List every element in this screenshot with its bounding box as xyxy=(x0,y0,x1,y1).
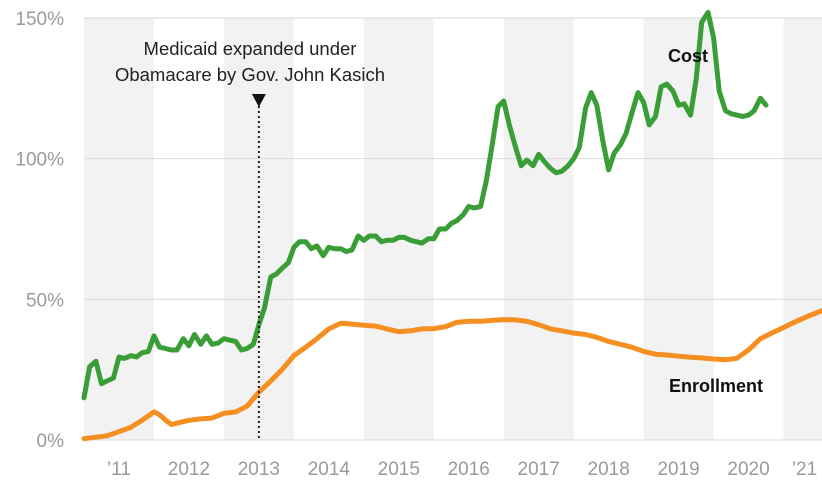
series-labels: Cost Enrollment xyxy=(668,46,763,396)
x-tick-label: 2014 xyxy=(308,459,351,480)
y-tick-label: 100% xyxy=(15,150,64,171)
annotation-arrow-icon xyxy=(251,94,266,107)
x-tick-label: 2016 xyxy=(448,459,490,480)
year-band-3 xyxy=(503,18,574,440)
y-tick-label: 0% xyxy=(37,431,65,452)
annotation-text-line-1: Medicaid expanded under xyxy=(144,38,357,59)
y-tick-label: 150% xyxy=(15,9,64,30)
x-tick-label: ’11 xyxy=(107,459,131,480)
series-line-enrollment xyxy=(81,308,822,442)
year-band-4 xyxy=(643,18,714,440)
x-tick-label: 2020 xyxy=(727,459,769,480)
x-axis-ticks: ’11 2012 2013 2014 2015 2016 2017 2018 2019 2020 ’… xyxy=(107,459,817,480)
x-tick-label: 2017 xyxy=(518,459,560,480)
x-tick-label: ’21 xyxy=(792,459,817,480)
x-tick-label: 2018 xyxy=(588,459,630,480)
gridlines xyxy=(84,17,822,441)
y-tick-label: 50% xyxy=(26,290,64,311)
year-band-2 xyxy=(363,18,434,440)
x-tick-label: 2015 xyxy=(378,459,420,480)
year-shading xyxy=(84,18,822,440)
series-label-cost: Cost xyxy=(668,46,708,66)
x-tick-label: 2012 xyxy=(168,459,210,480)
year-band-5 xyxy=(783,18,822,440)
annotation: Medicaid expanded under Obamacare by Gov… xyxy=(115,38,385,440)
x-tick-label: 2013 xyxy=(238,459,280,480)
annotation-text-line-2: Obamacare by Gov. John Kasich xyxy=(115,64,385,85)
series-line-cost xyxy=(81,9,769,401)
series-lines xyxy=(81,9,822,442)
series-label-enrollment: Enrollment xyxy=(669,376,763,396)
x-tick-label: 2019 xyxy=(657,459,699,480)
y-axis-ticks: 0% 50% 100% 150% xyxy=(15,9,64,452)
